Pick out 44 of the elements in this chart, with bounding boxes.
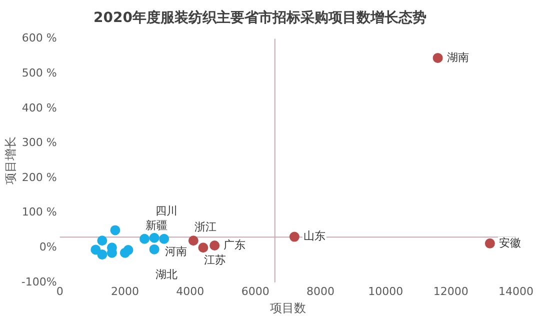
point [210,240,220,251]
x-axis-title: 项目数 [270,300,306,315]
x-tick-label: 6000 [241,284,270,298]
y-tick-label: 300 % [22,136,57,150]
y-tick-label: 0% [39,240,57,254]
x-tick-label: 10000 [368,284,404,298]
x-tick-label: 14000 [498,284,534,298]
point [188,236,198,246]
y-tick-label: -100% [21,275,57,288]
x-tick-label: 4000 [176,284,204,298]
chart-title: 2020年度服装纺织主要省市招标采购项目数增长态势 [94,9,426,26]
annotation: 湖北 [155,268,178,282]
y-tick-label: 100 % [22,206,57,219]
x-tick-label: 0 [56,284,64,298]
annotation: 广东 [224,238,246,252]
annotation: 湖南 [446,50,469,64]
point [149,232,160,243]
y-tick-label: 500 % [22,66,57,80]
point [149,244,160,254]
annotation: 安徽 [498,236,521,250]
point [90,244,101,255]
point [140,234,150,244]
y-tick-label: 200 % [22,170,57,184]
annotation: 山东 [303,230,326,243]
x-tick-label: 12000 [433,284,468,298]
annotation: 四川 [155,204,178,218]
annotation: 新疆 [146,218,168,232]
point [159,234,170,244]
point [97,236,108,246]
point [110,225,120,236]
point [97,250,108,260]
point [289,232,300,242]
x-tick-label: 8000 [306,284,334,298]
x-tick-label: 2000 [110,284,139,298]
y-tick-label: 400 % [22,101,57,114]
point [123,245,134,256]
point [432,52,443,63]
annotation: 浙江 [194,220,216,234]
y-axis-title: 项目增长 [3,136,18,185]
annotation: 江苏 [204,253,226,266]
point [198,242,208,253]
point [484,238,495,248]
annotation: 河南 [165,244,188,258]
y-tick-label: 600 % [22,32,57,45]
